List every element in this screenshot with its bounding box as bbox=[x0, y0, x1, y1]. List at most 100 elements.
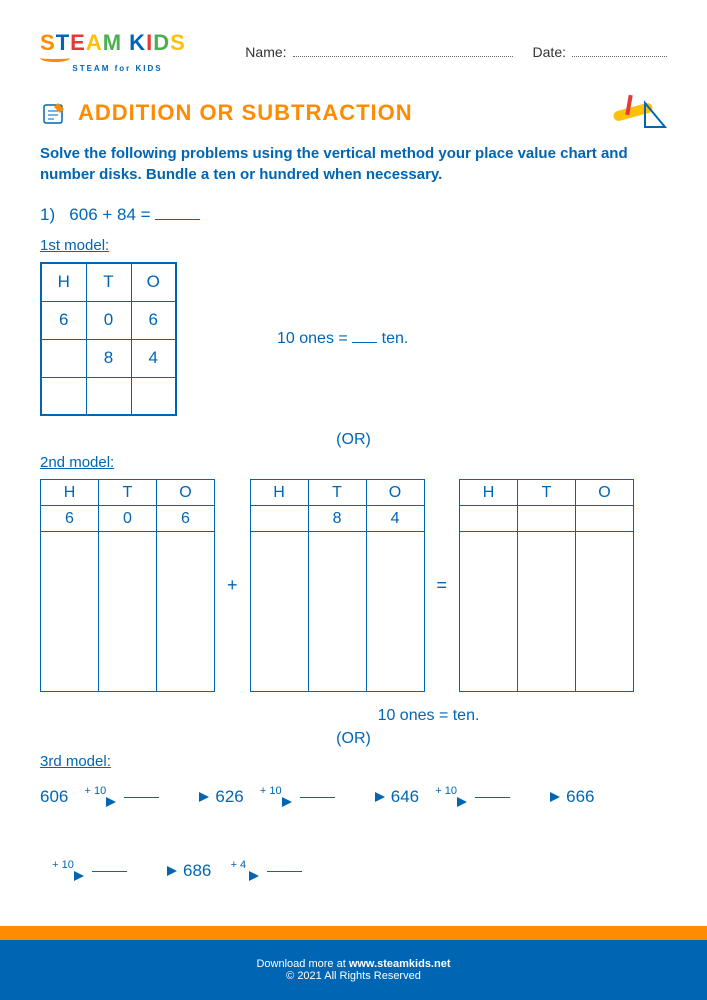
m2t3-v2[interactable] bbox=[576, 506, 634, 532]
m2t2-v1: 8 bbox=[308, 506, 366, 532]
model2-label: 2nd model: bbox=[40, 454, 667, 471]
m1-cell: 6 bbox=[41, 301, 86, 339]
arrow-icon: + 4 bbox=[217, 859, 259, 883]
hint-suffix: ten. bbox=[377, 330, 408, 347]
arrow-icon bbox=[343, 790, 385, 804]
m1-cell[interactable] bbox=[41, 377, 86, 415]
model1-table: H T O 6 0 6 8 4 bbox=[40, 262, 177, 416]
problem-line: 1) 606 + 84 = bbox=[40, 205, 667, 225]
flow-blank[interactable] bbox=[92, 871, 127, 872]
footer-link[interactable]: www.steamkids.net bbox=[349, 958, 451, 970]
model2-table-3: H T O bbox=[459, 479, 634, 692]
hint2-suffix: ten. bbox=[453, 707, 480, 724]
flow-number: 646 bbox=[391, 787, 419, 807]
flow-blank[interactable] bbox=[124, 797, 159, 798]
m2t2-t: T bbox=[308, 480, 366, 506]
arrow-icon bbox=[167, 790, 209, 804]
m1-cell: 0 bbox=[86, 301, 131, 339]
logo-swoosh-icon bbox=[40, 54, 70, 62]
m2t1-w2[interactable] bbox=[157, 532, 215, 692]
name-input-line[interactable] bbox=[293, 56, 513, 57]
m2t2-o: O bbox=[366, 480, 424, 506]
m2t1-h: H bbox=[41, 480, 99, 506]
model3-flow: 606 + 10 626 + 10 646 + 10 666 + 10 686 + 4 bbox=[40, 785, 667, 883]
ruler-tools-icon bbox=[607, 93, 667, 133]
hint-blank[interactable] bbox=[352, 342, 377, 343]
m2t2-w2[interactable] bbox=[366, 532, 424, 692]
title-row: ADDITION OR SUBTRACTION bbox=[40, 93, 667, 133]
arrow-icon bbox=[518, 790, 560, 804]
flow-blank[interactable] bbox=[267, 871, 302, 872]
m2t1-w0[interactable] bbox=[41, 532, 99, 692]
arrow-icon: + 10 bbox=[425, 785, 467, 809]
or-label-1: (OR) bbox=[40, 431, 667, 449]
footer: Download more at www.steamkids.net © 202… bbox=[0, 940, 707, 1000]
m2t2-v2: 4 bbox=[366, 506, 424, 532]
model2-table-1: H T O 6 0 6 bbox=[40, 479, 215, 692]
m2t1-o: O bbox=[157, 480, 215, 506]
arrow-icon: + 10 bbox=[74, 785, 116, 809]
flow-number: 666 bbox=[566, 787, 594, 807]
date-input-line[interactable] bbox=[572, 56, 667, 57]
m2t3-h: H bbox=[460, 480, 518, 506]
m2t2-w1[interactable] bbox=[308, 532, 366, 692]
m2t2-v0 bbox=[250, 506, 308, 532]
logo: STEAM KIDS STEAM for KIDS bbox=[40, 30, 195, 73]
m2t3-w1[interactable] bbox=[518, 532, 576, 692]
page-title: ADDITION OR SUBTRACTION bbox=[78, 100, 413, 126]
arrow-icon: + 10 bbox=[250, 785, 292, 809]
m2t2-w0[interactable] bbox=[250, 532, 308, 692]
m1-cell[interactable] bbox=[131, 377, 176, 415]
model2-hint: 10 ones = ten. bbox=[190, 707, 667, 725]
answer-blank[interactable] bbox=[155, 219, 200, 220]
m1-cell: 6 bbox=[131, 301, 176, 339]
logo-tagline: STEAM for KIDS bbox=[40, 64, 195, 73]
or-label-2: (OR) bbox=[40, 730, 667, 748]
m2t1-v0: 6 bbox=[41, 506, 99, 532]
name-label: Name: bbox=[245, 44, 286, 60]
flow-blank[interactable] bbox=[475, 797, 510, 798]
flow-blank[interactable] bbox=[300, 797, 335, 798]
plus-sign: + bbox=[223, 575, 242, 596]
m2t3-t: T bbox=[518, 480, 576, 506]
footer-text: Download more at bbox=[256, 958, 348, 970]
m2t1-v1: 0 bbox=[99, 506, 157, 532]
footer-copyright: © 2021 All Rights Reserved bbox=[0, 970, 707, 982]
flow-number: 626 bbox=[215, 787, 243, 807]
logo-text: STEAM KIDS bbox=[40, 30, 195, 56]
m1-cell: 4 bbox=[131, 339, 176, 377]
hint-prefix: 10 ones = bbox=[277, 330, 352, 347]
hint2-prefix: 10 ones = bbox=[378, 707, 453, 724]
m2t1-v2: 6 bbox=[157, 506, 215, 532]
notepad-icon bbox=[40, 99, 68, 127]
m1-cell: 8 bbox=[86, 339, 131, 377]
m2t3-v0[interactable] bbox=[460, 506, 518, 532]
m2t1-w1[interactable] bbox=[99, 532, 157, 692]
flow-number: 606 bbox=[40, 787, 68, 807]
instructions: Solve the following problems using the v… bbox=[40, 143, 667, 185]
problem-number: 1) bbox=[40, 205, 55, 224]
m1-t-header: T bbox=[86, 263, 131, 301]
model1-hint: 10 ones = ten. bbox=[277, 330, 408, 348]
model2-table-2: H T O 8 4 bbox=[250, 479, 425, 692]
arrow-icon bbox=[135, 864, 177, 878]
wave-border-icon bbox=[0, 926, 707, 940]
header: STEAM KIDS STEAM for KIDS Name: Date: bbox=[40, 30, 667, 73]
m1-cell[interactable] bbox=[86, 377, 131, 415]
m1-h-header: H bbox=[41, 263, 86, 301]
m2t1-t: T bbox=[99, 480, 157, 506]
m2t3-w0[interactable] bbox=[460, 532, 518, 692]
m2t2-h: H bbox=[250, 480, 308, 506]
model3-label: 3rd model: bbox=[40, 753, 667, 770]
arrow-icon: + 10 bbox=[42, 859, 84, 883]
equals-sign: = bbox=[433, 575, 452, 596]
date-label: Date: bbox=[533, 44, 566, 60]
model2-row: H T O 6 0 6 + H T O 8 4 = bbox=[40, 479, 667, 692]
m1-cell bbox=[41, 339, 86, 377]
model1-label: 1st model: bbox=[40, 237, 667, 254]
m2t3-v1[interactable] bbox=[518, 506, 576, 532]
m2t3-w2[interactable] bbox=[576, 532, 634, 692]
problem-expression: 606 + 84 = bbox=[69, 205, 150, 224]
m1-o-header: O bbox=[131, 263, 176, 301]
flow-number: 686 bbox=[183, 861, 211, 881]
